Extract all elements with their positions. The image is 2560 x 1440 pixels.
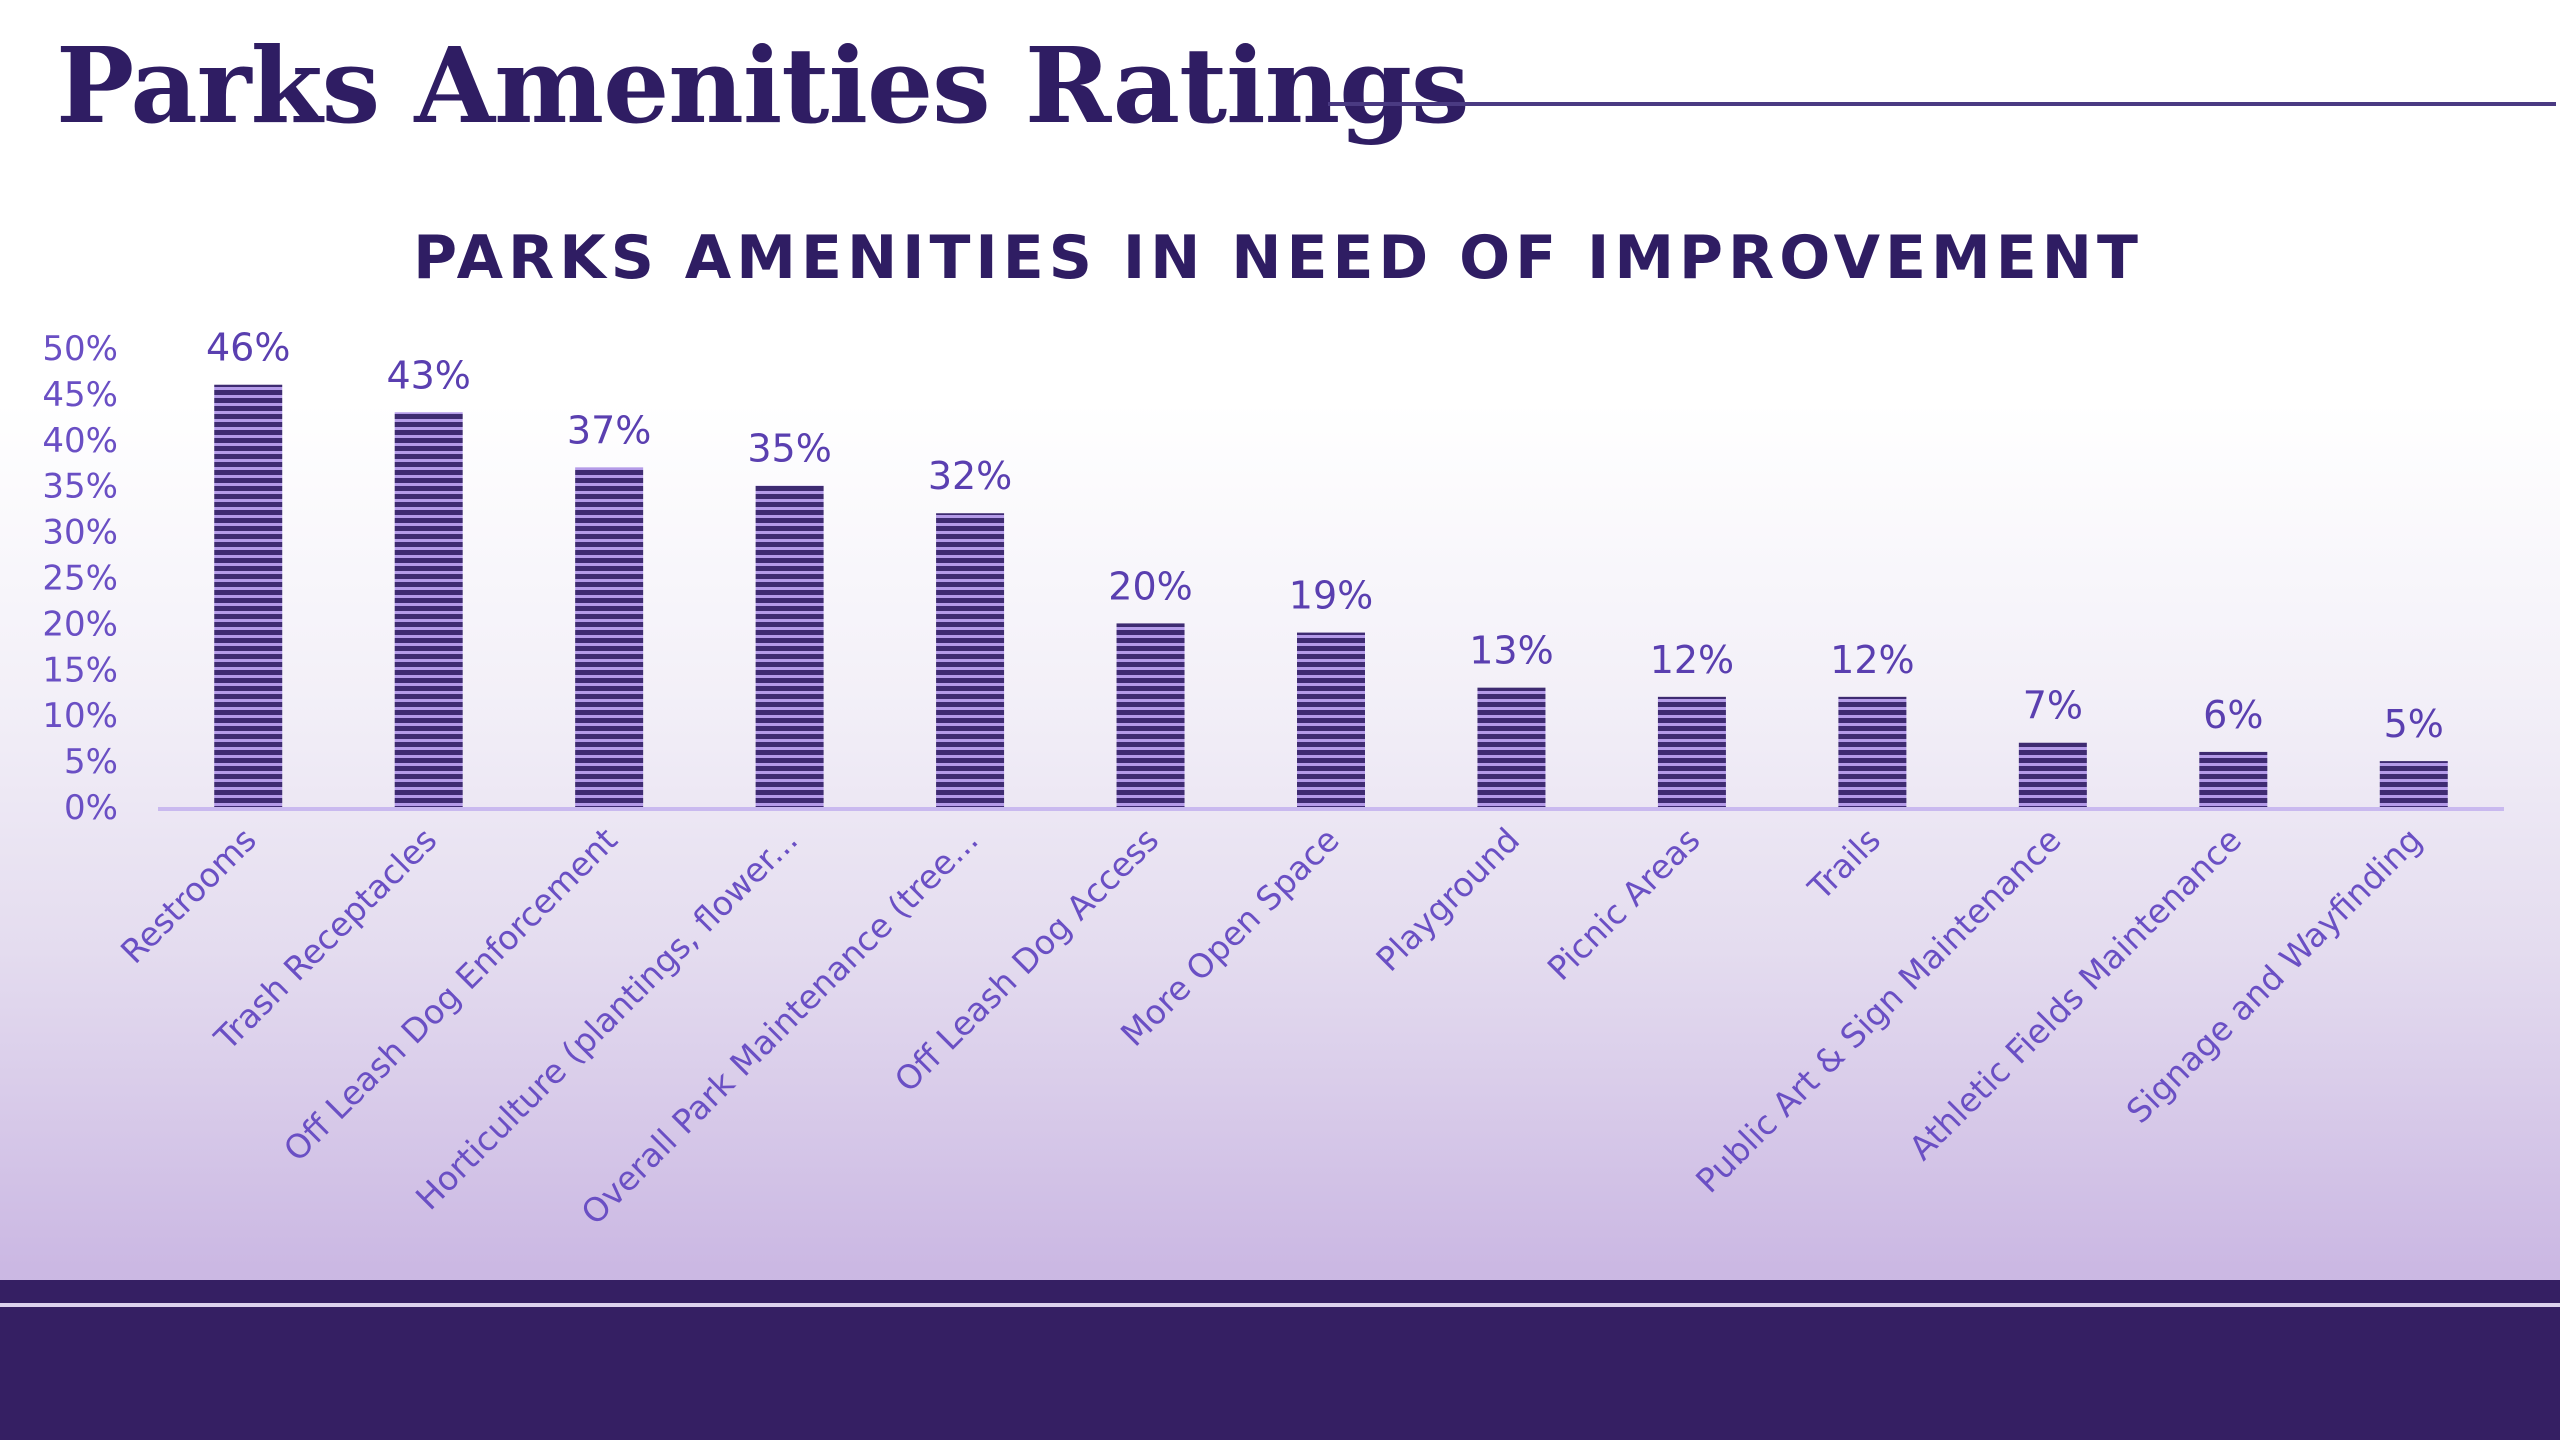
y-tick-label: 45%	[42, 375, 118, 415]
data-label: 43%	[386, 353, 470, 397]
x-tick-label: Overall Park Maintenance (tree...	[574, 820, 986, 1232]
page-title: Parks Amenities Ratings	[56, 24, 1470, 147]
bar	[214, 384, 283, 807]
data-label: 5%	[2384, 702, 2444, 746]
data-label: 12%	[1650, 638, 1734, 682]
x-tick-label: Athletic Fields Maintenance	[1901, 820, 2248, 1167]
data-label: 12%	[1830, 638, 1914, 682]
bar	[1297, 632, 1365, 807]
y-tick-label: 10%	[42, 696, 118, 736]
x-tick-label: Public Art & Sign Maintenance	[1688, 820, 2068, 1200]
x-tick-label: Picnic Areas	[1540, 820, 1708, 988]
bar	[936, 513, 1005, 807]
y-tick-label: 50%	[42, 329, 118, 369]
data-label: 32%	[928, 454, 1012, 498]
bar	[1657, 696, 1726, 807]
x-tick-label: Restrooms	[113, 820, 264, 971]
bar	[1838, 696, 1907, 807]
data-label: 46%	[206, 326, 290, 370]
y-tick-label: 5%	[64, 742, 118, 782]
x-tick-label: Signage and Wayfinding	[2119, 820, 2430, 1131]
y-tick-label: 0%	[64, 788, 118, 828]
bar	[2379, 761, 2448, 807]
data-label: 13%	[1469, 629, 1553, 673]
x-tick-label: Trails	[1800, 820, 1888, 908]
data-label: 19%	[1289, 574, 1373, 618]
data-label: 7%	[2023, 684, 2083, 728]
x-tick-label: Playground	[1368, 820, 1527, 979]
bar	[1116, 623, 1185, 807]
bar	[1477, 687, 1546, 807]
y-tick-label: 40%	[42, 421, 118, 461]
bar	[755, 485, 824, 807]
bar-chart: PARKS AMENITIES IN NEED OF IMPROVEMENT 0…	[42, 223, 2504, 1232]
data-label: 20%	[1108, 564, 1192, 608]
bar	[2199, 751, 2268, 807]
footer-divider	[0, 1303, 2560, 1307]
bar	[2018, 742, 2087, 807]
data-label: 37%	[567, 408, 651, 452]
y-tick-label: 15%	[42, 650, 118, 690]
y-tick-label: 35%	[42, 467, 118, 507]
y-tick-label: 25%	[42, 559, 118, 599]
bar	[575, 467, 644, 807]
bar	[394, 412, 463, 807]
data-label: 35%	[747, 427, 831, 471]
data-label: 6%	[2203, 693, 2263, 737]
title-divider	[1328, 102, 2556, 106]
y-tick-label: 30%	[42, 513, 118, 553]
chart-title: PARKS AMENITIES IN NEED OF IMPROVEMENT	[413, 223, 2143, 293]
x-tick-label: Off Leash Dog Enforcement	[276, 820, 625, 1169]
y-tick-label: 20%	[42, 604, 118, 644]
x-tick-label: Horticulture (plantings, flower...	[408, 820, 805, 1217]
